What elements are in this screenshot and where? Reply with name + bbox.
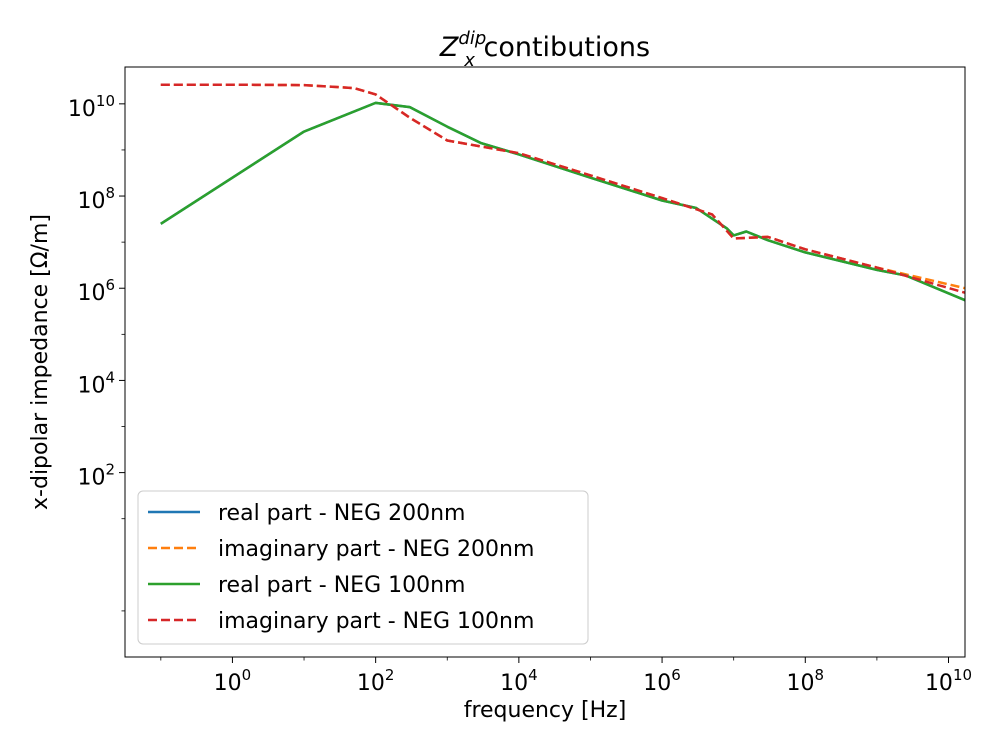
y-tick-exp: 4: [105, 368, 115, 386]
series-line-2: [160, 101, 966, 302]
y-tick-base: 10: [77, 466, 105, 491]
x-tick-label: 108: [787, 666, 825, 696]
axes-frame: [124, 66, 966, 658]
x-tick-base: 10: [643, 671, 671, 696]
x-tick-base: 10: [500, 671, 528, 696]
y-tick-exp: 6: [105, 276, 115, 294]
y-tick-base: 10: [77, 281, 105, 306]
legend-label: imaginary part - NEG 200nm: [218, 537, 534, 562]
x-axis-label: frequency [Hz]: [464, 698, 627, 723]
series-line-3: [160, 83, 966, 294]
y-tick-label: 102: [77, 461, 115, 491]
legend-label: real part - NEG 100nm: [218, 573, 466, 598]
y-tick-label: 104: [77, 368, 115, 398]
x-tick-exp: 10: [953, 666, 972, 684]
x-tick-exp: 8: [815, 666, 825, 684]
series-lines: [160, 83, 966, 302]
y-tick-label: 1010: [68, 92, 115, 122]
x-tick-base: 10: [787, 671, 815, 696]
y-tick-base: 10: [77, 189, 105, 214]
y-tick-label: 106: [77, 276, 115, 306]
y-tick-label: 108: [77, 184, 115, 214]
chart-title: Zdip x contibutions: [439, 28, 650, 71]
x-tick-label: 100: [214, 666, 252, 696]
y-tick-base: 10: [68, 97, 96, 122]
legend-box: [137, 490, 589, 645]
y-axis-label: x-dipolar impedance [Ω/m]: [28, 214, 53, 510]
x-tick-label: 104: [500, 666, 538, 696]
x-tick-base: 10: [925, 671, 953, 696]
x-tick-exp: 4: [528, 666, 538, 684]
x-tick-base: 10: [214, 671, 242, 696]
x-tick-exp: 0: [242, 666, 252, 684]
legend: real part - NEG 200nm imaginary part - NE…: [137, 490, 589, 645]
y-tick-exp: 8: [105, 184, 115, 202]
x-tick-exp: 2: [385, 666, 395, 684]
x-tick-exp: 6: [671, 666, 681, 684]
x-tick-label: 102: [357, 666, 395, 696]
title-sup: dip: [458, 28, 486, 49]
legend-label: real part - NEG 200nm: [218, 501, 466, 526]
y-tick-exp: 2: [105, 461, 115, 479]
x-tick-label: 1010: [925, 666, 972, 696]
y-tick-base: 10: [77, 373, 105, 398]
title-rest: contibutions: [475, 32, 650, 63]
y-tick-exp: 10: [96, 92, 115, 110]
title-sub: x: [463, 50, 475, 71]
x-tick-base: 10: [357, 671, 385, 696]
x-tick-label: 106: [643, 666, 681, 696]
legend-label: imaginary part - NEG 100nm: [218, 609, 534, 634]
title-base: Z: [439, 32, 459, 63]
